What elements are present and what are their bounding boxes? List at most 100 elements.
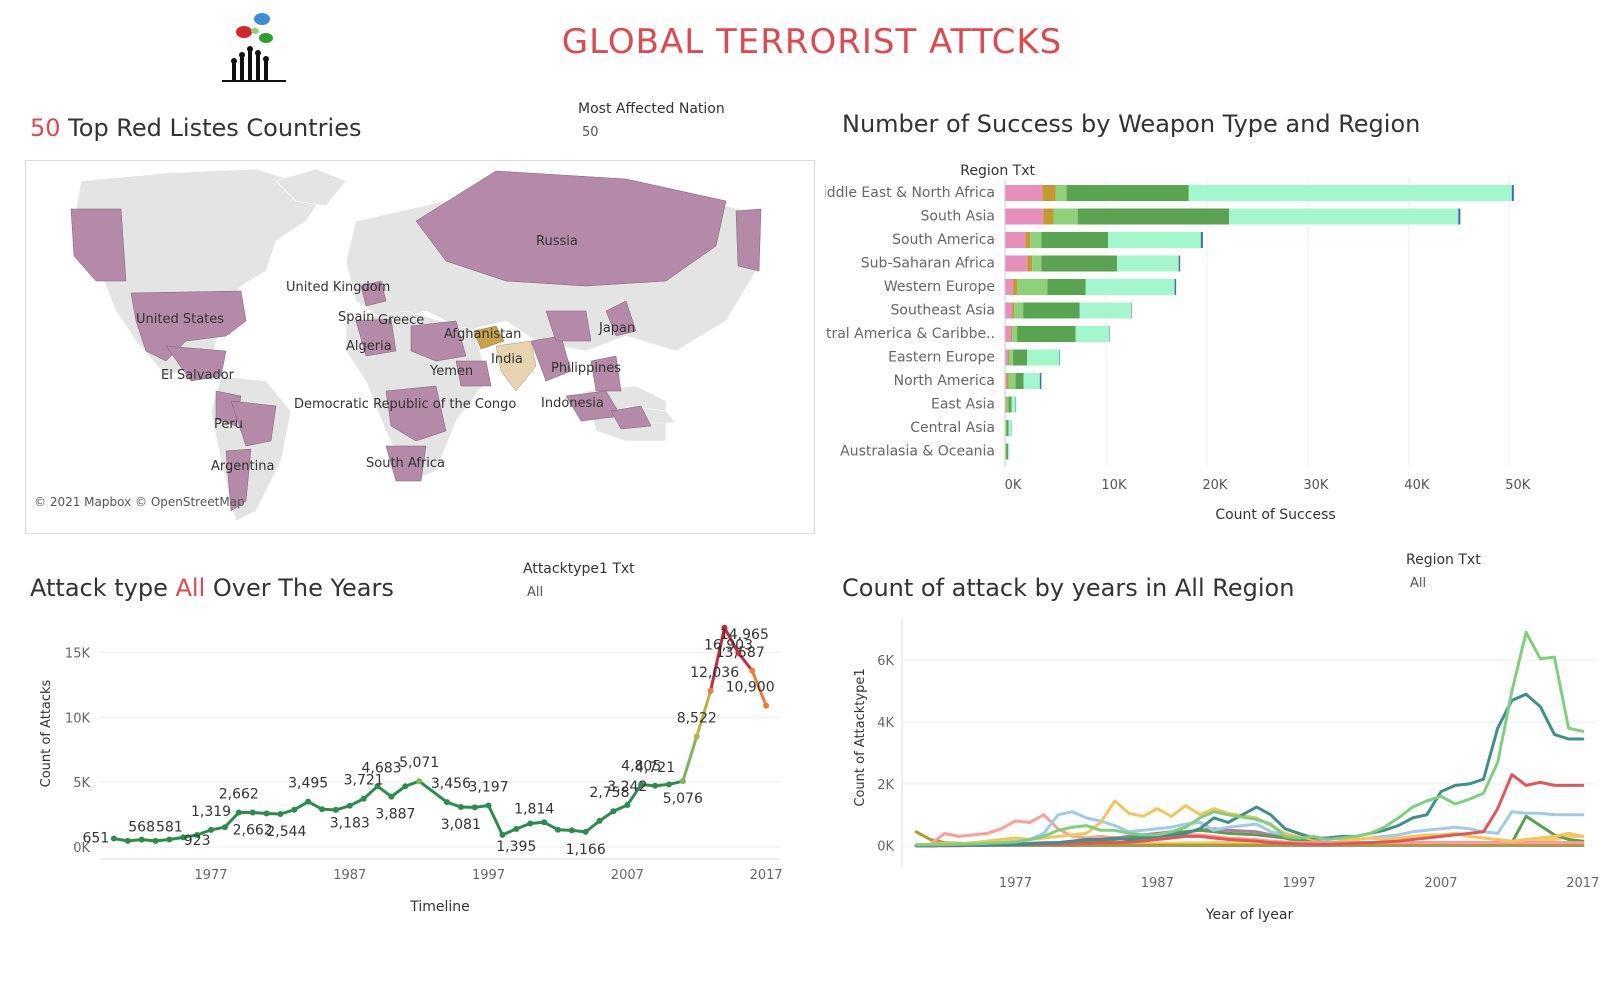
weapon-bar-segment[interactable] <box>1131 302 1132 319</box>
attack-point[interactable] <box>554 826 561 833</box>
attack-point[interactable] <box>332 806 339 813</box>
attack-point[interactable] <box>652 782 659 789</box>
weapon-bar-segment[interactable] <box>1008 420 1012 436</box>
region-filter-value[interactable]: All <box>1410 576 1427 591</box>
weapon-bar-segment[interactable] <box>1043 208 1054 225</box>
attack-point[interactable] <box>499 831 506 838</box>
weapon-bar-segment[interactable] <box>1015 373 1024 389</box>
attack-point[interactable] <box>679 778 686 785</box>
region-series-line[interactable] <box>914 813 1585 848</box>
attack-point[interactable] <box>291 806 298 813</box>
weapon-bar-segment[interactable] <box>1023 302 1080 319</box>
attacktype-filter-value[interactable]: All <box>527 585 544 600</box>
attack-point[interactable] <box>263 810 270 817</box>
attack-point[interactable] <box>763 702 770 709</box>
weapon-bar-segment[interactable] <box>1027 349 1060 366</box>
weapon-bar-segment[interactable] <box>1005 302 1013 319</box>
weapon-bar-segment[interactable] <box>1059 349 1061 366</box>
attack-point[interactable] <box>735 649 742 656</box>
weapon-bar-segment[interactable] <box>1013 349 1028 366</box>
weapon-bar-segment[interactable] <box>1023 373 1040 389</box>
attack-point[interactable] <box>624 801 631 808</box>
attack-point[interactable] <box>582 828 589 835</box>
attack-point[interactable] <box>402 783 409 790</box>
attack-point[interactable] <box>221 824 228 831</box>
attack-point[interactable] <box>166 836 173 843</box>
attack-point[interactable] <box>541 819 548 826</box>
weapon-bar-segment[interactable] <box>1047 279 1086 295</box>
weapon-bar-segment[interactable] <box>1039 373 1042 389</box>
attack-point[interactable] <box>235 809 242 816</box>
attack-point[interactable] <box>443 799 450 806</box>
attack-point[interactable] <box>360 795 367 802</box>
weapon-bar-segment[interactable] <box>1055 185 1067 201</box>
attack-point[interactable] <box>305 798 312 805</box>
weapon-bar-segment[interactable] <box>1017 326 1076 342</box>
weapon-bar-segment[interactable] <box>1108 326 1110 342</box>
attack-point[interactable] <box>707 687 714 694</box>
attack-point[interactable] <box>485 802 492 809</box>
attack-point[interactable] <box>610 808 617 815</box>
weapon-bar-segment[interactable] <box>1200 232 1203 248</box>
weapon-bar-segment[interactable] <box>1005 232 1026 248</box>
attack-point[interactable] <box>693 733 700 740</box>
world-map[interactable]: Russia United Kingdom United States Spain Gr… <box>25 160 815 534</box>
weapon-bar-segment[interactable] <box>1117 255 1179 272</box>
attack-point[interactable] <box>749 667 756 674</box>
weapon-bar-segment[interactable] <box>1008 349 1010 366</box>
weapon-bar-segment[interactable] <box>1005 326 1012 342</box>
weapon-bar-segment[interactable] <box>1005 279 1014 295</box>
attack-point[interactable] <box>721 624 728 631</box>
most-affected-filter-value[interactable]: 50 <box>582 125 599 140</box>
weapon-bar-segment[interactable] <box>1014 302 1024 319</box>
attack-point[interactable] <box>471 804 478 811</box>
weapon-bar-segment[interactable] <box>1008 443 1010 460</box>
weapon-bar-segment[interactable] <box>1006 420 1009 436</box>
attack-point[interactable] <box>596 817 603 824</box>
weapon-bar-segment[interactable] <box>1178 255 1181 272</box>
weapon-bar-segment[interactable] <box>1008 373 1016 389</box>
weapon-bar-segment[interactable] <box>1006 396 1007 413</box>
weapon-bar-segment[interactable] <box>1011 326 1013 342</box>
attack-point[interactable] <box>249 809 256 816</box>
weapon-bar-segment[interactable] <box>1005 373 1008 389</box>
weapon-bar-segment[interactable] <box>1012 326 1018 342</box>
weapon-bar-segment[interactable] <box>1229 208 1459 225</box>
weapon-bar-segment[interactable] <box>1011 396 1016 413</box>
attack-point[interactable] <box>138 836 145 843</box>
weapon-bar-segment[interactable] <box>1077 208 1230 225</box>
attack-point[interactable] <box>180 834 187 841</box>
weapon-bar-segment[interactable] <box>1107 232 1201 248</box>
attack-point[interactable] <box>152 837 159 844</box>
weapon-bar-segment[interactable] <box>1005 420 1007 436</box>
attack-point[interactable] <box>194 832 201 839</box>
weapon-bar-segment[interactable] <box>1511 185 1514 201</box>
weapon-bar-segment[interactable] <box>1041 255 1118 272</box>
attack-point[interactable] <box>568 827 575 834</box>
weapon-bar-segment[interactable] <box>1005 349 1009 366</box>
weapon-bar-segment[interactable] <box>1009 349 1014 366</box>
attack-point[interactable] <box>374 783 381 790</box>
attack-point[interactable] <box>208 826 215 833</box>
weapon-bar-segment[interactable] <box>1042 185 1056 201</box>
attack-point[interactable] <box>513 825 520 832</box>
weapon-bar-segment[interactable] <box>1008 396 1012 413</box>
weapon-bar-segment[interactable] <box>1174 279 1177 295</box>
weapon-bar-segment[interactable] <box>1013 279 1018 295</box>
weapon-bar-segment[interactable] <box>1005 396 1007 413</box>
attack-point[interactable] <box>319 806 326 813</box>
weapon-bar-segment[interactable] <box>1032 255 1042 272</box>
attack-point[interactable] <box>110 835 117 842</box>
weapon-bar-segment[interactable] <box>1188 185 1512 201</box>
weapon-bar-segment[interactable] <box>1027 255 1033 272</box>
region-series-line[interactable] <box>914 630 1585 847</box>
weapon-bar-segment[interactable] <box>1005 185 1043 201</box>
weapon-bar-segment[interactable] <box>1005 255 1028 272</box>
weapon-bar-segment[interactable] <box>1079 302 1132 319</box>
attack-point[interactable] <box>416 778 423 785</box>
weapon-bar-segment[interactable] <box>1030 232 1042 248</box>
weapon-bar-segment[interactable] <box>1007 373 1009 389</box>
weapon-bar-segment[interactable] <box>1005 208 1044 225</box>
weapon-bar-segment[interactable] <box>1075 326 1109 342</box>
attack-point[interactable] <box>665 781 672 788</box>
